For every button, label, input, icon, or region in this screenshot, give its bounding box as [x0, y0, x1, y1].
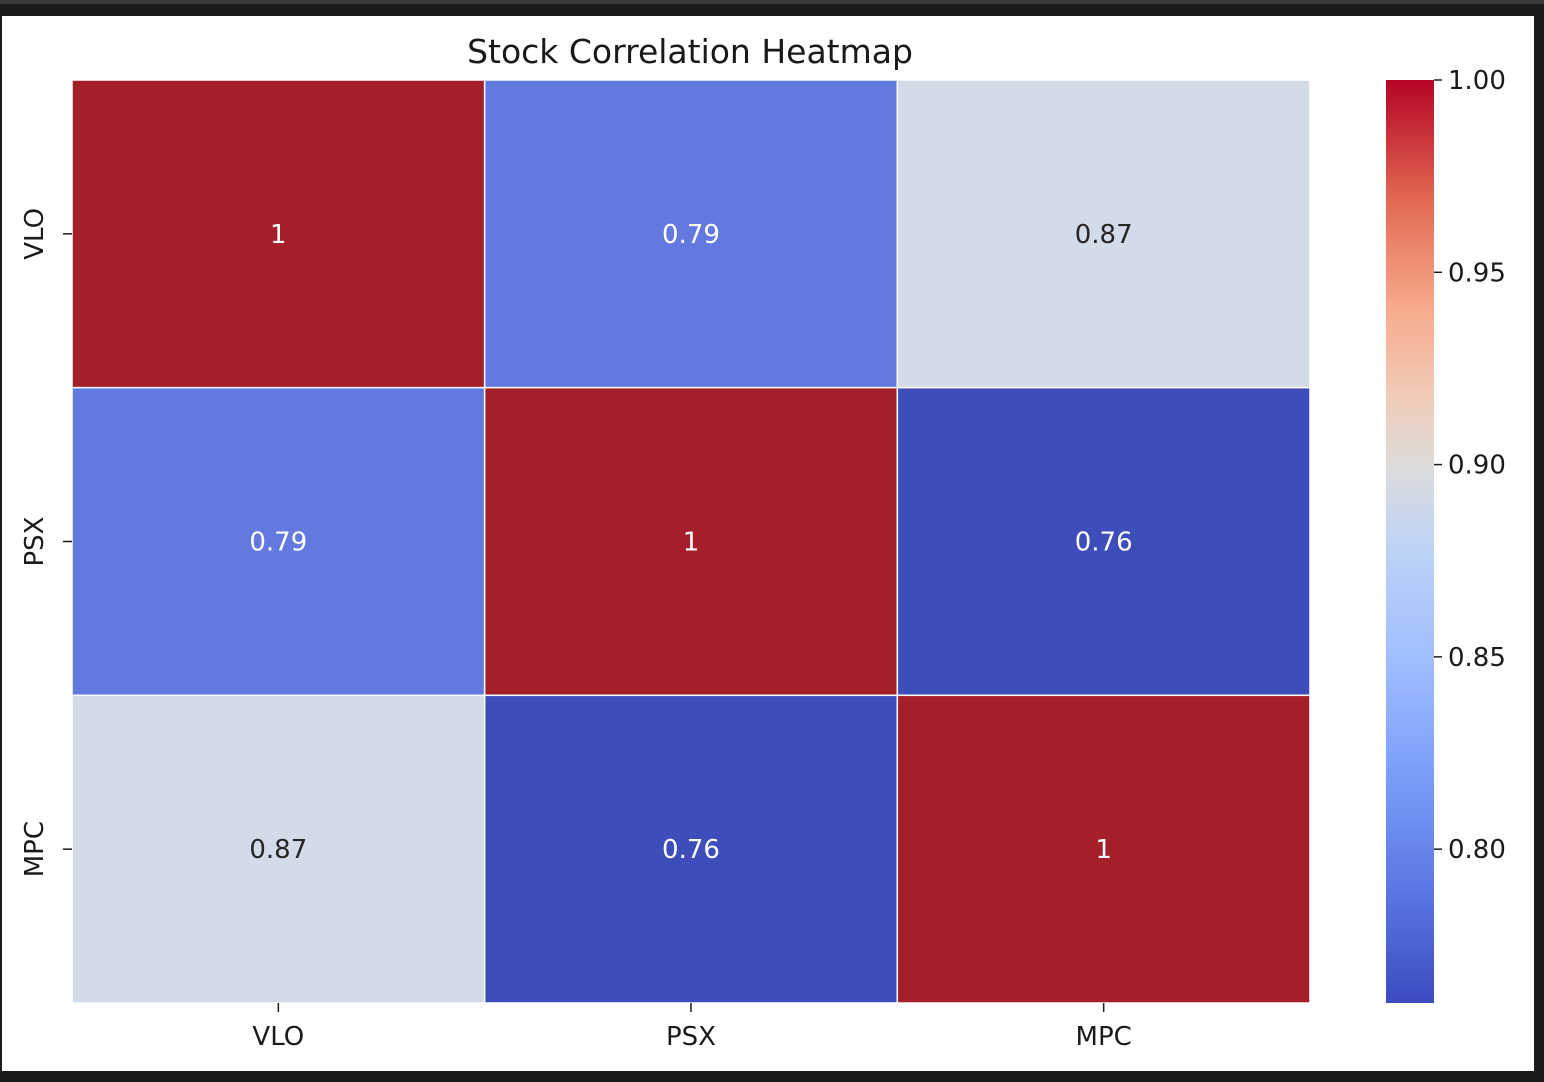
- y-axis: VLO PSX MPC: [20, 208, 72, 877]
- colorbar-tick-label: 0.90: [1448, 451, 1506, 481]
- heatmap-cells: 1 0.79 0.87 0.79 1 0.76 0.87 0.76 1: [71, 79, 1311, 1004]
- chart-title: Stock Correlation Heatmap: [467, 32, 913, 71]
- colorbar-gradient: [1386, 80, 1434, 1003]
- cell-value-label: 0.79: [662, 220, 720, 250]
- cell-value-label: 0.76: [662, 835, 720, 865]
- x-axis: VLO PSX MPC: [252, 1003, 1132, 1052]
- colorbar-tick-label: 0.85: [1448, 643, 1506, 673]
- heatmap-cell-psx-psx: [483, 386, 899, 697]
- heatmap-cell-vlo-psx: [483, 79, 899, 389]
- y-tick-label-vlo: VLO: [20, 208, 50, 260]
- y-tick-label-psx: PSX: [20, 517, 50, 567]
- heatmap-cell-vlo-mpc: [896, 79, 1311, 389]
- colorbar-tick-label: 0.95: [1448, 258, 1506, 288]
- cell-separator: [0, 0, 1544, 4]
- cell-value-label: 1: [1095, 835, 1112, 865]
- colorbar-tick-label: 0.80: [1448, 835, 1506, 865]
- colorbar-tick-label: 1.00: [1448, 66, 1506, 96]
- cell-value-label: 1: [270, 220, 287, 250]
- x-tick-label-mpc: MPC: [1076, 1022, 1132, 1052]
- heatmap-cell-psx-mpc: [896, 386, 1311, 697]
- correlation-heatmap-chart: Stock Correlation Heatmap 1 0.79 0.870.79 1…: [20, 32, 1506, 1052]
- figure-canvas: Stock Correlation Heatmap 1 0.79 0.87 0.79 1…: [2, 16, 1534, 1071]
- cell-value-label: 0.76: [1075, 528, 1133, 558]
- cell-value-label: 1: [683, 528, 700, 558]
- colorbar: [1386, 80, 1434, 1003]
- heatmap-cell-psx-vlo: [71, 386, 486, 697]
- heatmap-cell-mpc-vlo: [71, 694, 486, 1004]
- cell-value-label: 0.87: [1075, 220, 1133, 250]
- y-tick-label-mpc: MPC: [20, 821, 50, 877]
- colorbar-ticks: 1.00 0.95 0.90 0.85 0.80: [1434, 66, 1506, 865]
- cell-value-label: 0.79: [249, 528, 307, 558]
- heatmap-cell-vlo-vlo: [71, 79, 486, 389]
- cell-value-label: 0.87: [249, 835, 307, 865]
- heatmap-cell-mpc-psx: [483, 694, 899, 1004]
- x-tick-label-vlo: VLO: [252, 1022, 304, 1052]
- x-tick-label-psx: PSX: [666, 1022, 716, 1052]
